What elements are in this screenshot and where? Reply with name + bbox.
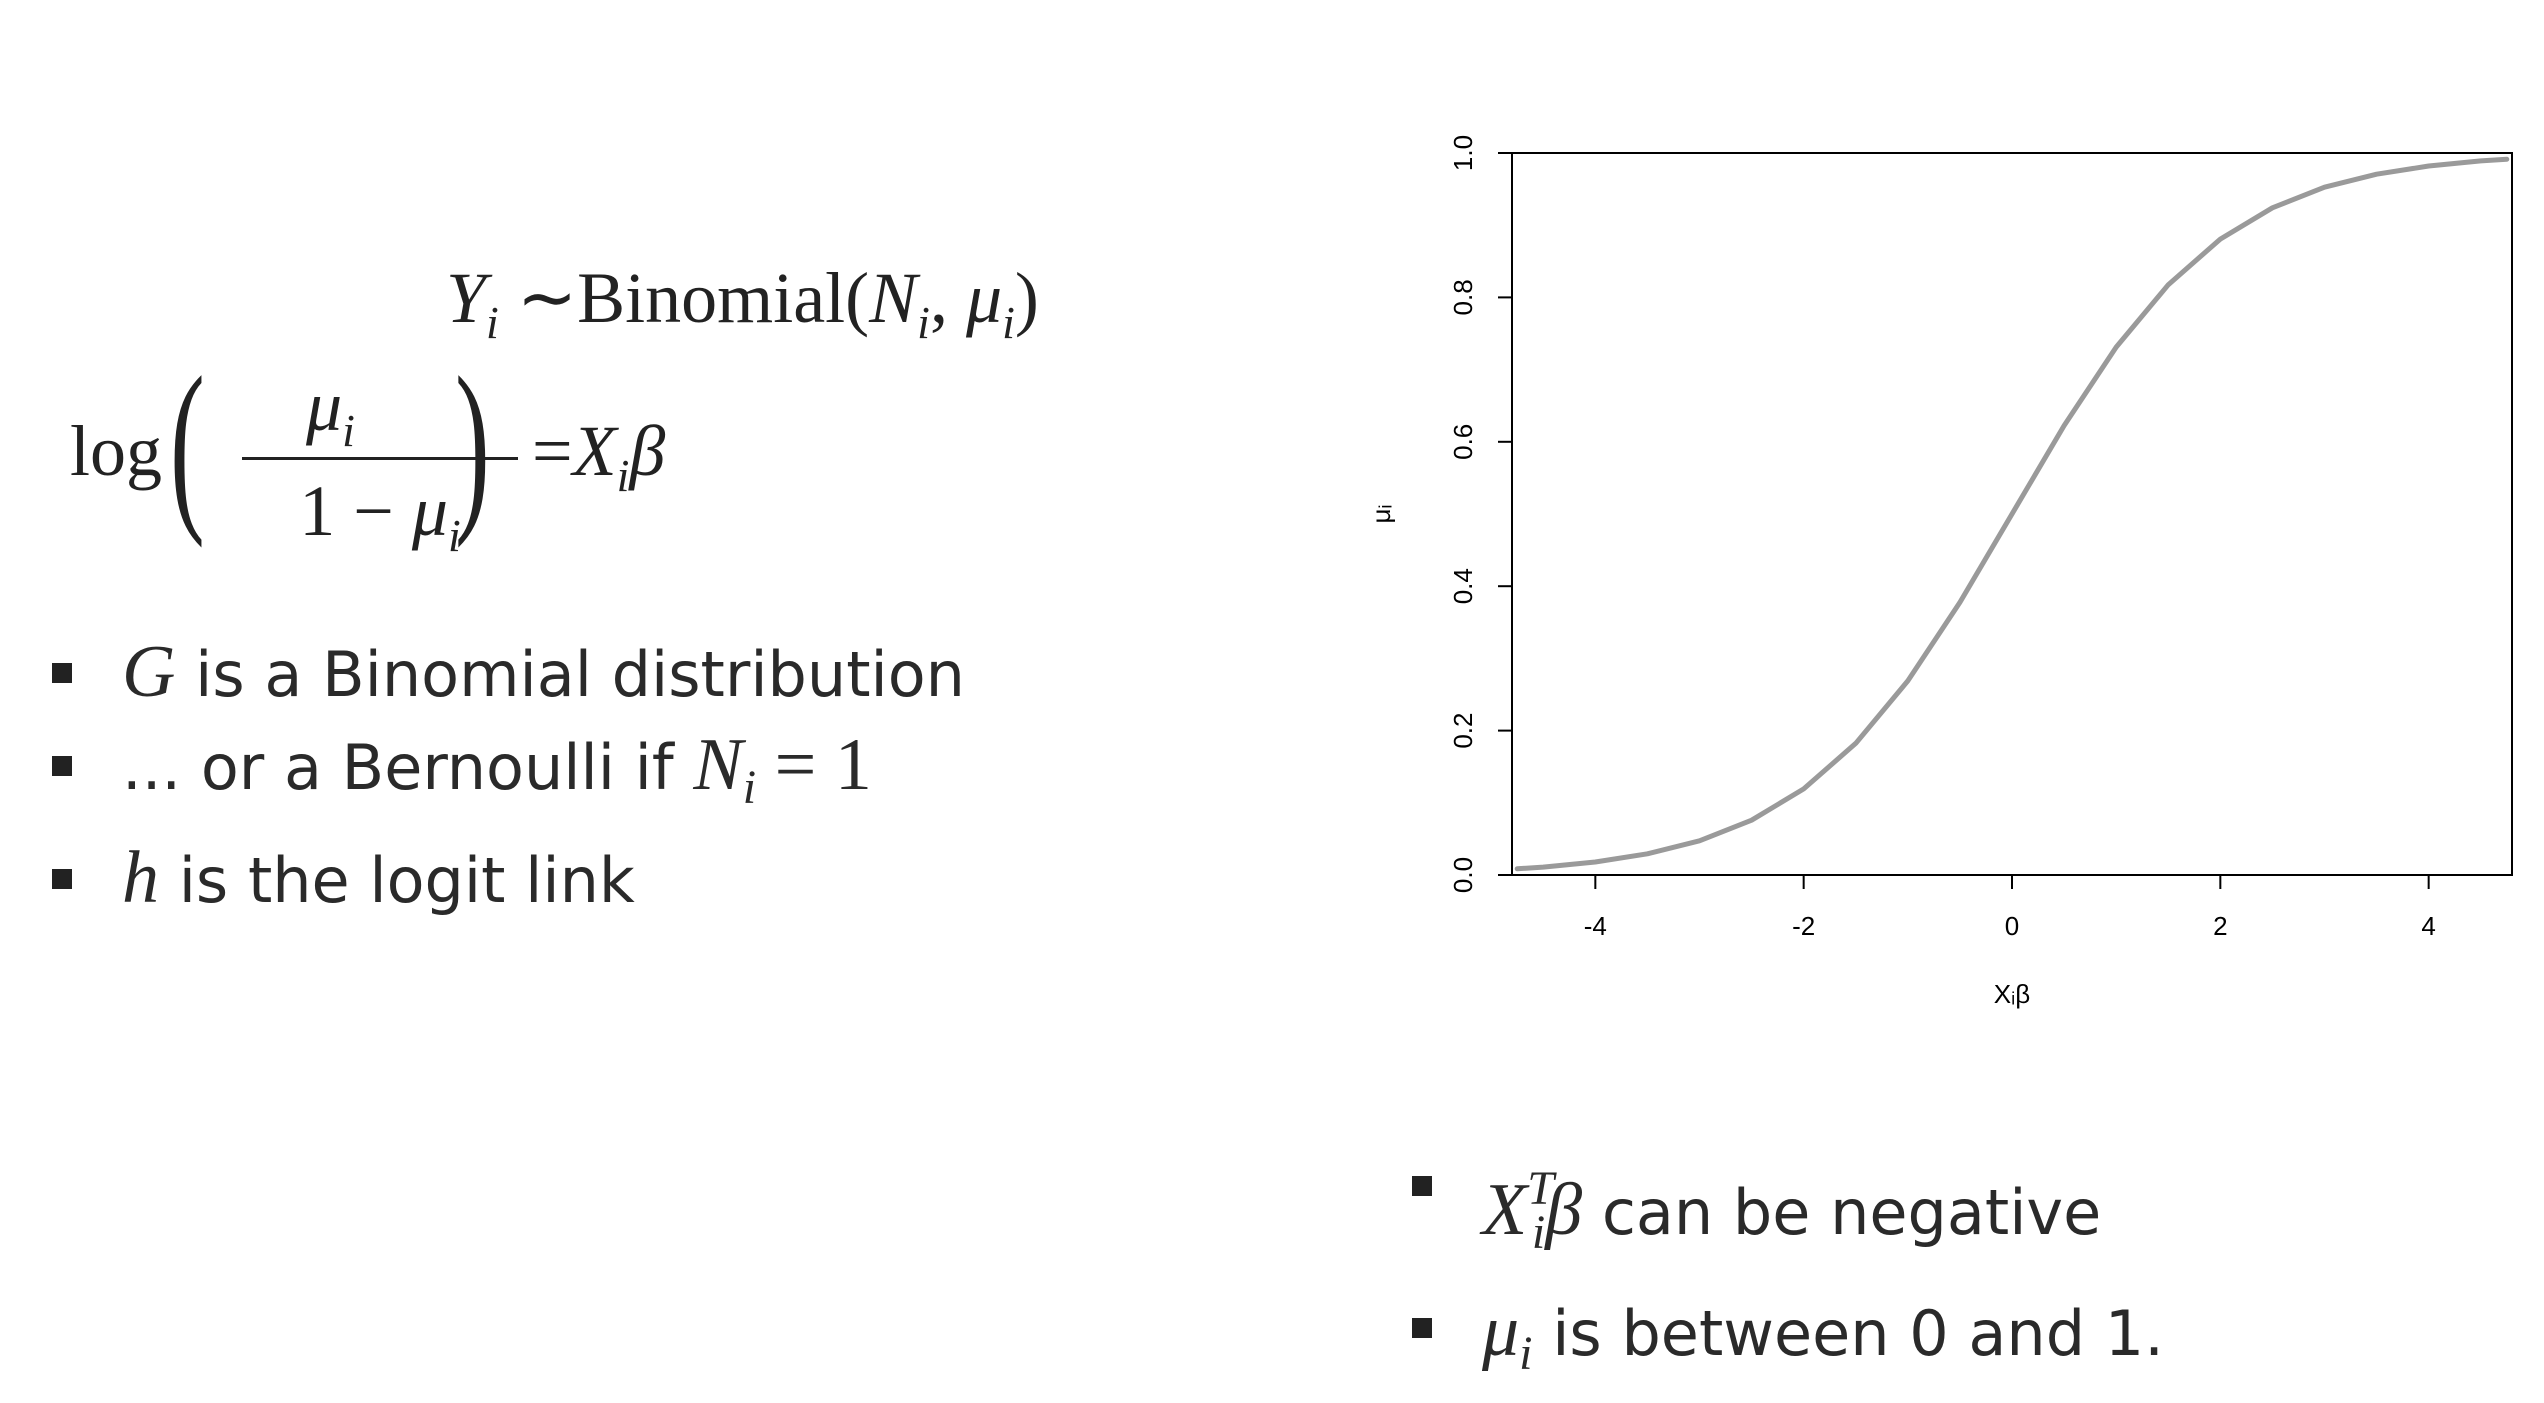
eq2-right-paren: ) [455,339,490,549]
y-axis: 0.0 0.2 0.4 0.6 0.8 1.0 [1448,135,1512,893]
bullet-text: is between 0 and 1. [1532,1297,2164,1370]
bullet-text: ... or a Bernoulli if [122,731,694,804]
eq1-mu-sub: i [1002,297,1015,348]
bullet-math-post: β [1545,1169,1583,1251]
eq2-fraction-bar [242,457,518,460]
bullet-math: XTiβ [1482,1162,1583,1259]
y-tick-label: 0.6 [1448,424,1478,460]
x-axis-label: Xᵢβ [1994,979,2030,1009]
eq2-numerator: μi [306,365,506,457]
y-tick-label: 1.0 [1448,135,1478,171]
eq2-den-one: 1 − [299,471,412,551]
eq1-mu: μ [965,258,1003,338]
eq2-beta: β [629,411,666,491]
eq2-den-mu: μ [411,471,448,551]
logistic-curve-chart: -4 -2 0 2 4 0.0 0.2 0.4 0.6 0.8 1.0 Xᵢβ μᵢ [1366,135,2513,1009]
bullet-math: μi [1482,1290,1533,1380]
eq2-x-sub: i [616,450,630,501]
bullet-math: G [122,631,176,713]
x-tick-label: -4 [1584,911,1607,941]
x-axis: -4 -2 0 2 4 [1584,875,2436,941]
observation-bullet-list: XTiβ can be negative μi is between 0 and… [1412,1140,2164,1403]
y-tick-label: 0.0 [1448,857,1478,893]
list-item: μi is between 0 and 1. [1412,1282,2164,1403]
binomial-model-equation: Yi ∼Binomial(Ni, μi) [446,255,1039,349]
eq2-log: log [70,411,163,491]
bullet-math-sup: T [1527,1162,1554,1215]
list-item: XTiβ can be negative [1412,1140,2164,1282]
eq2-left-paren: ( [170,339,205,549]
eq2-equals: = [532,411,573,491]
eq1-dist: Binomial( [577,258,870,338]
list-item: ... or a Bernoulli if Ni = 1 [52,720,965,833]
eq1-n: N [869,258,918,338]
bullet-text: can be negative [1582,1176,2102,1249]
bullet-math-post: = 1 [756,724,872,806]
bullet-text: is the logit link [159,844,635,917]
eq2-den-sub: i [447,510,461,561]
bullet-math-var: X [1482,1169,1528,1251]
bullet-square-icon [52,869,72,889]
eq2-denominator: 1 − μi [242,470,518,562]
eq2-num-mu: μ [306,366,343,446]
y-tick-label: 0.4 [1448,568,1478,604]
x-tick-label: -2 [1792,911,1815,941]
bullet-math-sub: i [1531,1206,1546,1259]
bullet-math: h [122,837,159,919]
eq2-x: X [572,411,617,491]
bullet-square-icon [1412,1176,1432,1196]
bullet-square-icon [52,663,72,683]
eq1-comma: , [929,258,966,338]
x-tick-label: 0 [2005,911,2019,941]
eq1-y: Y [446,258,487,338]
bullet-math: Ni [693,724,756,814]
bullet-text: is a Binomial distribution [175,638,965,711]
x-tick-label: 2 [2213,911,2227,941]
bullet-square-icon [52,756,72,776]
bullet-math-var: N [693,724,743,806]
eq2-rhs: =Xiβ [532,410,665,502]
eq2-num-sub: i [342,405,355,456]
x-tick-label: 4 [2421,911,2435,941]
series-line [1514,156,2510,872]
bullet-math-sub: i [1519,1327,1533,1380]
eq1-close: ) [1014,258,1039,338]
eq1-n-sub: i [917,297,930,348]
eq1-y-sub: i [486,297,499,348]
model-bullet-list: G is a Binomial distribution ... or a Be… [52,627,965,926]
bullet-math-var: μ [1482,1290,1520,1372]
bullet-math-sub: i [742,761,757,814]
list-item: h is the logit link [52,833,965,926]
list-item: G is a Binomial distribution [52,627,965,720]
y-tick-label: 0.2 [1448,713,1478,749]
y-axis-label: μᵢ [1366,504,1396,523]
y-tick-label: 0.8 [1448,279,1478,315]
eq1-tilde: ∼ [516,258,578,338]
bullet-square-icon [1412,1318,1432,1338]
